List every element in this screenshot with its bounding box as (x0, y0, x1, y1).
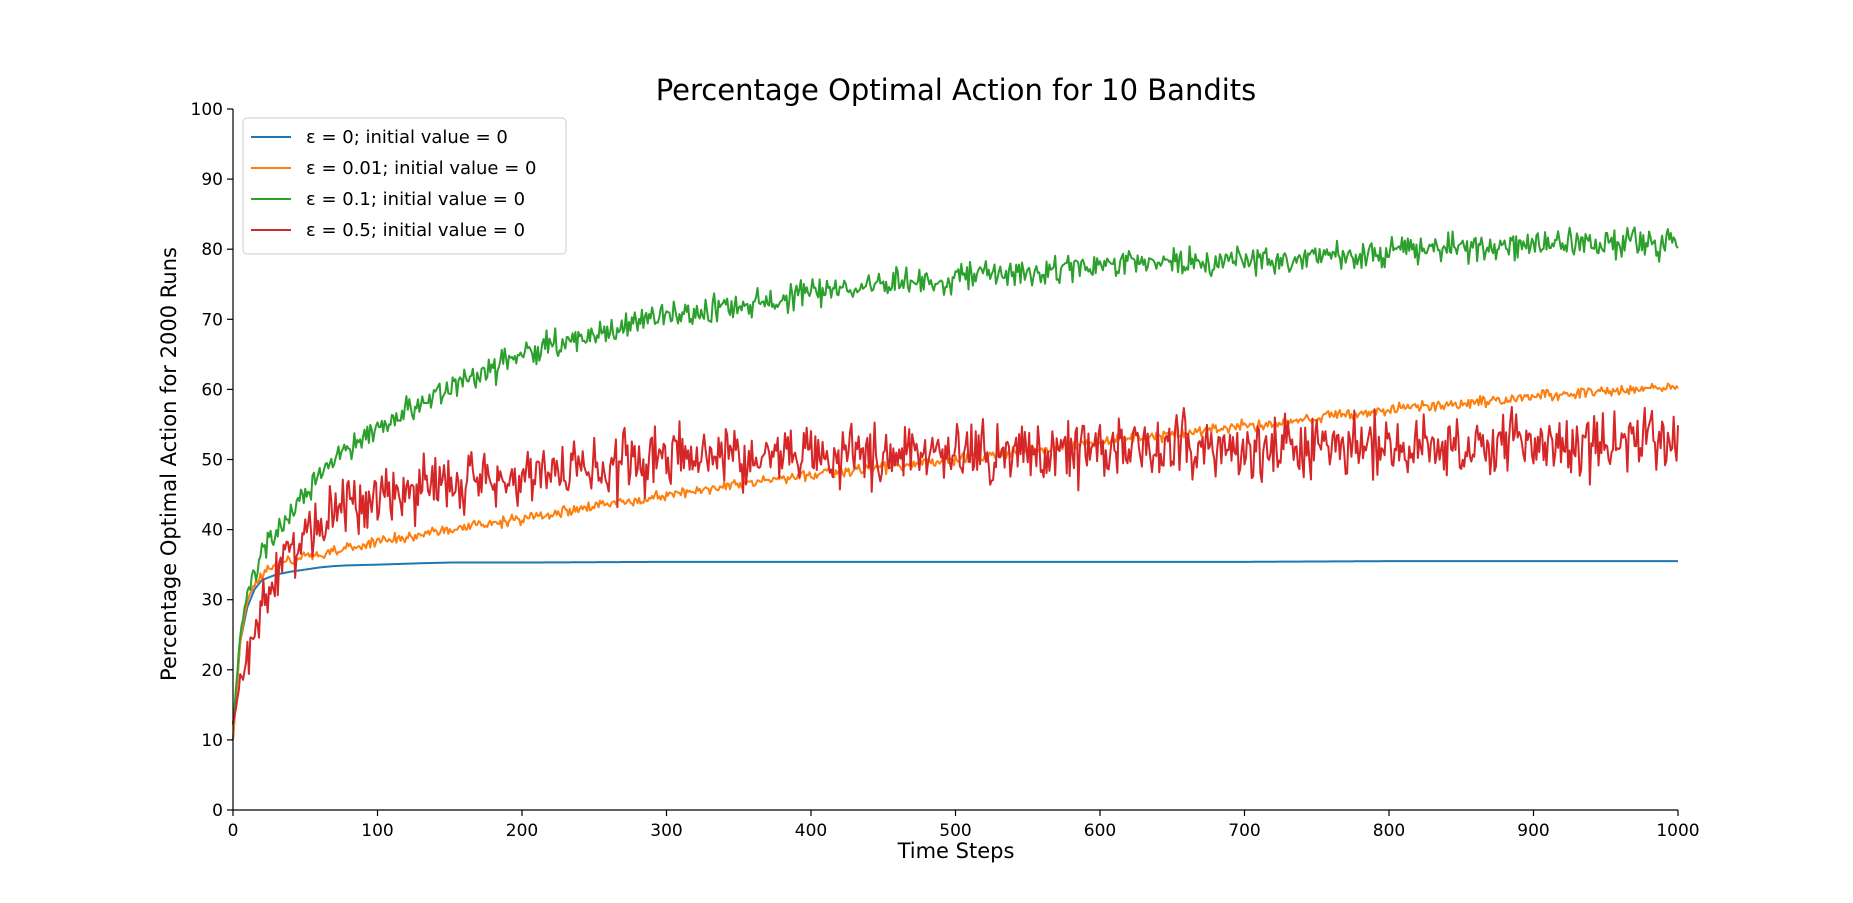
x-tick-label: 500 (939, 821, 971, 841)
x-tick-label: 200 (506, 821, 538, 841)
y-tick-label: 50 (201, 451, 223, 471)
legend-label: ε = 0.5; initial value = 0 (306, 220, 525, 241)
y-tick-label: 70 (201, 310, 223, 330)
x-tick-label: 0 (228, 821, 239, 841)
x-tick-label: 100 (361, 821, 393, 841)
y-tick-label: 80 (201, 240, 223, 260)
x-tick-label: 900 (1517, 821, 1549, 841)
series-layer (232, 226, 1679, 740)
series-line-2 (232, 382, 1679, 740)
legend-label: ε = 0; initial value = 0 (306, 127, 508, 148)
y-tick-label: 40 (201, 521, 223, 541)
y-tick-label: 100 (191, 100, 223, 120)
series-line-1 (232, 560, 1678, 740)
legend-label: ε = 0.1; initial value = 0 (306, 189, 525, 210)
series-line-3 (232, 226, 1679, 725)
y-tick-label: 0 (212, 801, 223, 821)
legend-box (242, 117, 567, 255)
y-axis-title: Percentage Optimal Action for 2000 Runs (157, 247, 181, 681)
x-tick-label: 800 (1373, 821, 1405, 841)
axes: 0 100 200 300 400 500 600 700 800 900 1000 0 10 20 30 4… (191, 100, 1700, 841)
legend-label: ε = 0.01; initial value = 0 (306, 158, 536, 179)
y-tick-label: 20 (201, 661, 223, 681)
series-line-4 (232, 405, 1679, 724)
x-tick-label: 1000 (1656, 821, 1699, 841)
y-tick-label: 10 (201, 731, 223, 751)
x-tick-label: 300 (650, 821, 682, 841)
y-tick-label: 60 (201, 380, 223, 400)
chart-title: Percentage Optimal Action for 10 Bandits (656, 73, 1257, 107)
x-tick-label: 600 (1084, 821, 1116, 841)
legend: ε = 0; initial value = 0 ε = 0.01; initia… (242, 117, 567, 255)
x-tick-label: 400 (795, 821, 827, 841)
x-tick-label: 700 (1228, 821, 1260, 841)
y-tick-label: 30 (201, 591, 223, 611)
x-axis-title: Time Steps (897, 839, 1015, 863)
y-tick-label: 90 (201, 170, 223, 190)
